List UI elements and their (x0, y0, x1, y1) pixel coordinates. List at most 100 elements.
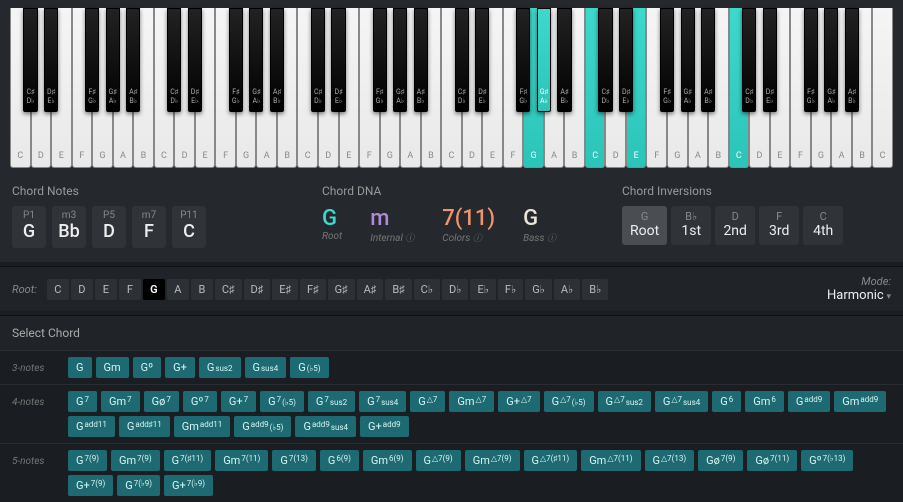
chord-chip[interactable]: G7(♭9) (117, 475, 160, 496)
black-key[interactable]: G♯A♭ (681, 8, 695, 112)
chord-chip[interactable]: Gm7 (101, 391, 140, 412)
root-button[interactable]: B♭ (582, 279, 608, 300)
chord-chip[interactable]: Gadd9 (788, 391, 830, 412)
chord-chip[interactable]: G+add9 (360, 416, 409, 437)
chord-chip[interactable]: Gm△7 (449, 391, 494, 412)
black-key[interactable]: G♯A♭ (824, 8, 838, 112)
root-button[interactable]: A♯ (357, 279, 384, 300)
root-button[interactable]: C♭ (414, 279, 440, 300)
black-key[interactable]: F♯G♭ (229, 8, 243, 112)
chord-chip[interactable]: Gm△7(9) (465, 450, 520, 471)
chord-chip[interactable]: Gm7(9) (111, 450, 160, 471)
chord-chip[interactable]: G△7 (410, 391, 445, 412)
black-key[interactable]: A♯B♭ (270, 8, 284, 112)
info-icon[interactable]: ⓘ (405, 234, 414, 244)
chord-chip[interactable]: Gm6 (745, 391, 784, 412)
chord-chip[interactable]: Gadd9sus4 (295, 416, 356, 437)
root-button[interactable]: B♯ (385, 279, 411, 300)
inversion-button[interactable]: B♭1st (671, 206, 711, 245)
root-button[interactable]: D♭ (442, 279, 468, 300)
chord-chip[interactable]: G6(9) (320, 450, 359, 471)
chord-chip[interactable]: Gø7 (144, 391, 179, 412)
inversion-button[interactable]: D2nd (715, 206, 755, 245)
black-key[interactable]: D♯E♭ (44, 8, 58, 112)
chord-chip[interactable]: G7(9) (68, 450, 107, 471)
mode-selector[interactable]: Mode: Harmonic ▾ (827, 275, 891, 303)
chord-chip[interactable]: G△7(9) (416, 450, 461, 471)
chord-chip[interactable]: G+ (165, 357, 195, 378)
black-key[interactable]: D♯E♭ (619, 8, 633, 112)
root-button[interactable]: A (167, 279, 189, 300)
chord-chip[interactable]: G△7sus2 (598, 391, 651, 412)
chord-chip[interactable]: Gm (96, 357, 129, 378)
black-key[interactable]: C♯D♭ (742, 8, 756, 112)
chord-chip[interactable]: G7(♭5) (260, 391, 304, 412)
black-key[interactable]: A♯B♭ (845, 8, 859, 112)
chord-chip[interactable]: Gm△7(11) (581, 450, 640, 471)
black-key[interactable]: D♯E♭ (763, 8, 777, 112)
black-key[interactable]: A♯B♭ (557, 8, 571, 112)
black-key[interactable]: G♯A♭ (393, 8, 407, 112)
root-button[interactable]: E♭ (470, 279, 495, 300)
black-key[interactable]: C♯D♭ (23, 8, 37, 112)
black-key[interactable]: G♯A♭ (249, 8, 263, 112)
chord-chip[interactable]: G△7(13) (645, 450, 695, 471)
root-button[interactable]: D♯ (244, 279, 271, 300)
chord-chip[interactable]: G (68, 357, 92, 378)
chord-chip[interactable]: G+△7 (498, 391, 539, 412)
chord-chip[interactable]: Gº7(♭13) (801, 450, 853, 471)
root-button[interactable]: E♯ (272, 279, 298, 300)
black-key[interactable]: G♯A♭ (537, 8, 551, 112)
chord-chip[interactable]: Gsus4 (245, 357, 287, 378)
chord-chip[interactable]: Gø7(11) (747, 450, 797, 471)
black-key[interactable]: D♯E♭ (188, 8, 202, 112)
chord-chip[interactable]: Gº (133, 357, 162, 378)
chord-chip[interactable]: G(♭5) (290, 357, 328, 378)
chord-chip[interactable]: G△7(♭5) (544, 391, 594, 412)
chord-note-box[interactable]: m7F (132, 206, 166, 248)
black-key[interactable]: F♯G♭ (516, 8, 530, 112)
chord-chip[interactable]: G7 (68, 391, 97, 412)
chord-chip[interactable]: Gm7(11) (215, 450, 268, 471)
chord-chip[interactable]: Gmadd9 (834, 391, 886, 412)
black-key[interactable]: D♯E♭ (475, 8, 489, 112)
chord-chip[interactable]: Gm6(9) (363, 450, 412, 471)
chord-chip[interactable]: G7(13) (272, 450, 316, 471)
chord-chip[interactable]: G+7(9) (68, 475, 113, 496)
root-button[interactable]: E (95, 279, 117, 300)
root-button[interactable]: A♭ (554, 279, 580, 300)
root-button[interactable]: B (191, 279, 213, 300)
info-icon[interactable]: ⓘ (547, 234, 556, 244)
black-key[interactable]: A♯B♭ (701, 8, 715, 112)
inversion-button[interactable]: C4th (803, 206, 843, 245)
chord-chip[interactable]: Gadd9(♭5) (234, 416, 291, 437)
chord-chip[interactable]: G△7(♯11) (524, 450, 578, 471)
black-key[interactable]: A♯B♭ (126, 8, 140, 112)
chord-chip[interactable]: G7sus4 (359, 391, 406, 412)
black-key[interactable]: C♯D♭ (455, 8, 469, 112)
chord-chip[interactable]: G△7sus4 (655, 391, 708, 412)
root-button[interactable]: C (47, 279, 69, 300)
piano-keyboard[interactable]: CDEFGABCDEFGABCDEFGABCDEFGABCDEFGABCDEFG… (10, 8, 893, 168)
chord-note-box[interactable]: P11C (172, 206, 206, 248)
black-key[interactable]: C♯D♭ (167, 8, 181, 112)
root-button[interactable]: C♯ (215, 279, 242, 300)
root-button[interactable]: G♭ (525, 279, 552, 300)
inversion-button[interactable]: GRoot (622, 206, 667, 245)
black-key[interactable]: F♯G♭ (660, 8, 674, 112)
black-key[interactable]: D♯E♭ (331, 8, 345, 112)
inversion-button[interactable]: F3rd (759, 206, 799, 245)
chord-chip[interactable]: G7(♯11) (164, 450, 212, 471)
root-button[interactable]: F♯ (300, 279, 326, 300)
chord-chip[interactable]: G+7(♭9) (164, 475, 213, 496)
chord-chip[interactable]: Gmadd11 (174, 416, 231, 437)
white-key[interactable]: C (872, 8, 893, 168)
root-button[interactable]: G (143, 279, 165, 300)
black-key[interactable]: G♯A♭ (106, 8, 120, 112)
black-key[interactable]: F♯G♭ (804, 8, 818, 112)
chord-note-box[interactable]: P5D (92, 206, 126, 248)
chord-note-box[interactable]: P1G (12, 206, 46, 248)
chord-chip[interactable]: G+7 (221, 391, 256, 412)
root-button[interactable]: D (71, 279, 93, 300)
black-key[interactable]: F♯G♭ (373, 8, 387, 112)
